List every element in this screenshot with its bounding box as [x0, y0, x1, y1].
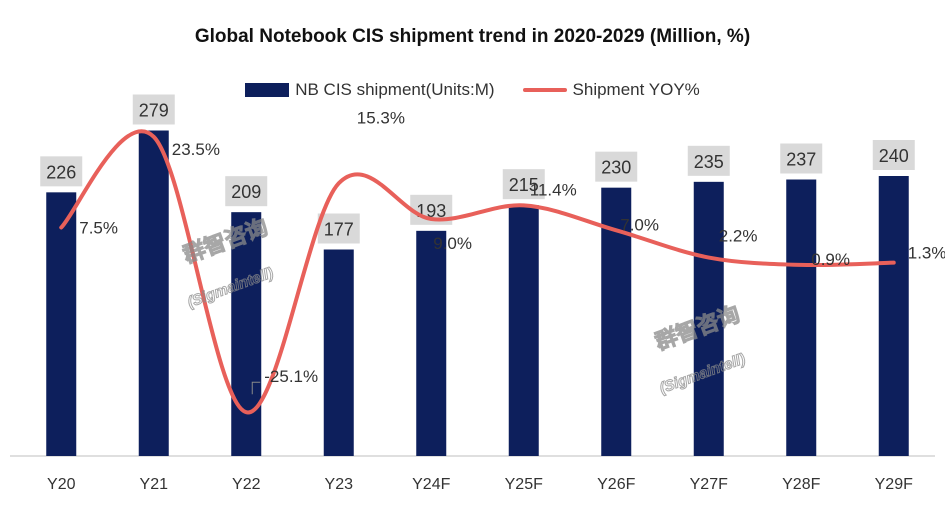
x-tick-Y25F: Y25F	[505, 476, 543, 493]
bar-Y21	[138, 130, 169, 456]
bar-Y28F	[786, 179, 817, 456]
value-label-Y21: 279	[139, 101, 169, 121]
value-label-box-Y27F	[687, 145, 730, 176]
yoy-label-Y20: 7.5%	[79, 219, 118, 238]
legend-label-yoy: Shipment YOY%	[572, 80, 700, 99]
bar-Y20	[46, 192, 77, 457]
value-label-Y26F: 230	[601, 158, 631, 178]
yoy-label-Y26F: 7.0%	[620, 215, 659, 234]
x-tick-Y22: Y22	[232, 476, 261, 493]
legend-item-shipment: NB CIS shipment(Units:M)	[245, 80, 495, 100]
value-label-box-Y26F	[595, 151, 638, 182]
value-label-box-Y22	[225, 176, 268, 207]
bar-Y29F	[878, 176, 909, 456]
legend-label-shipment: NB CIS shipment(Units:M)	[295, 80, 495, 99]
value-label-box-Y20	[40, 156, 83, 187]
yoy-label-Y29F: 1.3%	[908, 244, 945, 263]
value-label-box-Y25F	[502, 169, 545, 200]
value-label-box-Y23	[317, 213, 360, 244]
yoy-label-Y21: 23.5%	[172, 140, 220, 159]
yoy-label-Y24F: 9.0%	[433, 234, 472, 253]
yoy-leader-Y22	[251, 381, 261, 395]
bar-Y22	[231, 212, 262, 456]
x-tick-Y29F: Y29F	[875, 476, 913, 493]
yoy-label-Y23: 15.3%	[357, 108, 405, 127]
x-tick-Y20: Y20	[47, 476, 76, 493]
x-tick-Y26F: Y26F	[597, 476, 635, 493]
bar-Y25F	[508, 205, 539, 456]
value-label-Y20: 226	[46, 162, 76, 182]
value-label-Y29F: 240	[879, 146, 909, 166]
chart-title: Global Notebook CIS shipment trend in 20…	[194, 26, 751, 47]
yoy-label-Y25F: 11.4%	[530, 180, 577, 199]
yoy-line	[59, 129, 896, 415]
value-label-Y27F: 235	[694, 152, 724, 172]
value-label-Y28F: 237	[786, 150, 816, 170]
bar-Y23	[323, 249, 354, 456]
legend-item-yoy: Shipment YOY%	[522, 80, 700, 100]
legend-swatch-line	[522, 88, 567, 92]
bar-Y27F	[693, 181, 724, 457]
x-tick-Y21: Y21	[140, 476, 169, 493]
value-label-box-Y28F	[780, 143, 823, 174]
value-label-Y25F: 215	[509, 175, 539, 195]
bar-Y24F	[416, 230, 447, 456]
x-tick-Y28F: Y28F	[782, 476, 820, 493]
value-label-box-Y29F	[872, 140, 915, 170]
x-tick-Y27F: Y27F	[690, 476, 728, 493]
value-label-box-Y21	[132, 94, 175, 125]
x-tick-Y24F: Y24F	[412, 476, 450, 493]
yoy-label-Y27F: 2.2%	[719, 227, 758, 246]
value-label-Y23: 177	[324, 220, 354, 240]
x-tick-Y23: Y23	[325, 476, 354, 493]
value-label-Y22: 209	[231, 182, 261, 202]
legend: NB CIS shipment(Units:M) Shipment YOY%	[0, 80, 945, 100]
yoy-label-Y28F: 0.9%	[811, 250, 850, 269]
yoy-label-Y22: -25.1%	[264, 367, 318, 386]
legend-swatch-bar	[245, 83, 290, 97]
